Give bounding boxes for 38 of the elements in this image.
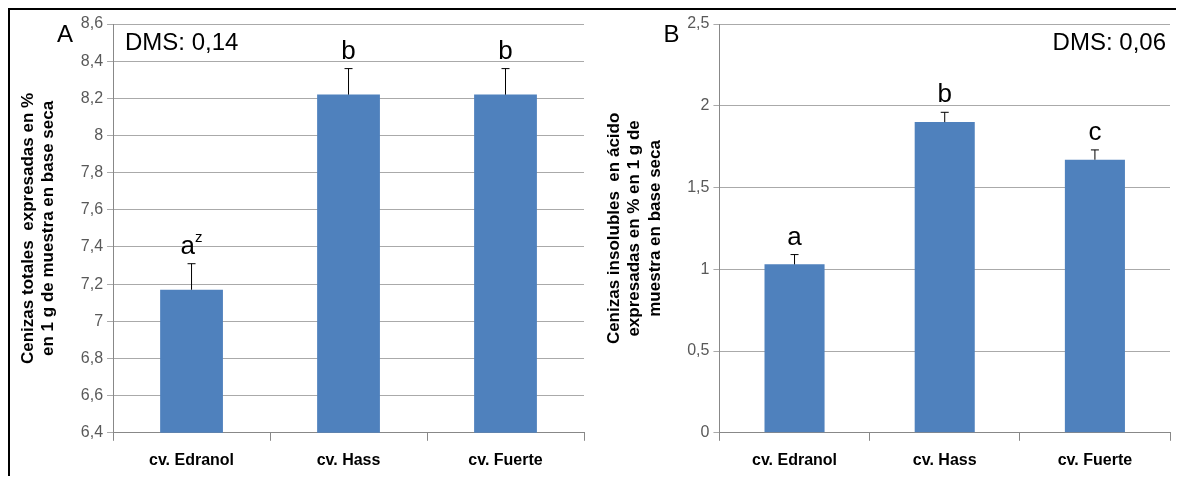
y-tick-label: 6,8 — [80, 348, 104, 366]
x-tick-label: cv. Hass — [316, 450, 381, 468]
y-axis-title: Cenizas insolubles en ácido expresadas en % en 1 g de muestra en base seca — [603, 112, 664, 345]
annotation: b — [937, 78, 952, 109]
x-tick-label: cv. Edranol — [752, 450, 838, 468]
x-tick-label: cv. Fuerte — [468, 450, 543, 468]
y-tick-label: 0 — [700, 423, 710, 441]
y-tick-label: 7,8 — [80, 163, 104, 181]
y-tick-label: 2,5 — [687, 14, 710, 32]
annotation: DMS: 0,06 — [1052, 28, 1167, 55]
y-tick-label: 7,2 — [80, 274, 104, 292]
y-tick-label: 7,6 — [80, 200, 104, 218]
chart-title: A — [57, 20, 74, 47]
bar — [1064, 159, 1125, 433]
x-tick-label: cv. Hass — [912, 450, 977, 468]
bar — [764, 264, 825, 433]
y-tick-label: 7,4 — [80, 237, 104, 255]
x-tick-label: cv. Fuerte — [1057, 450, 1133, 468]
annotation: a — [787, 220, 803, 251]
y-tick-label: 8 — [94, 125, 104, 143]
y-tick-label: 1,5 — [687, 177, 710, 195]
annotation: DMS: 0,14 — [125, 28, 239, 55]
y-tick-label: 0,5 — [687, 341, 710, 359]
annotation: b — [498, 34, 513, 65]
y-axis-title: Cenizas totales expresadas en % en 1 g de muestra en base seca — [17, 92, 58, 364]
chart-title: B — [663, 20, 680, 47]
y-tick-label: 8,2 — [80, 88, 104, 106]
bar — [914, 122, 975, 433]
y-tick-label: 8,6 — [80, 14, 104, 32]
x-tick-label: cv. Edranol — [149, 450, 235, 468]
y-tick-label: 1 — [700, 259, 710, 277]
y-tick-label: 6,4 — [80, 423, 104, 441]
y-tick-label: 2 — [700, 96, 710, 114]
y-tick-label: 6,6 — [80, 386, 104, 404]
annotation: c — [1088, 115, 1102, 146]
annotation: b — [341, 34, 356, 65]
y-tick-label: 7 — [94, 311, 104, 329]
y-tick-label: 8,4 — [80, 51, 104, 69]
